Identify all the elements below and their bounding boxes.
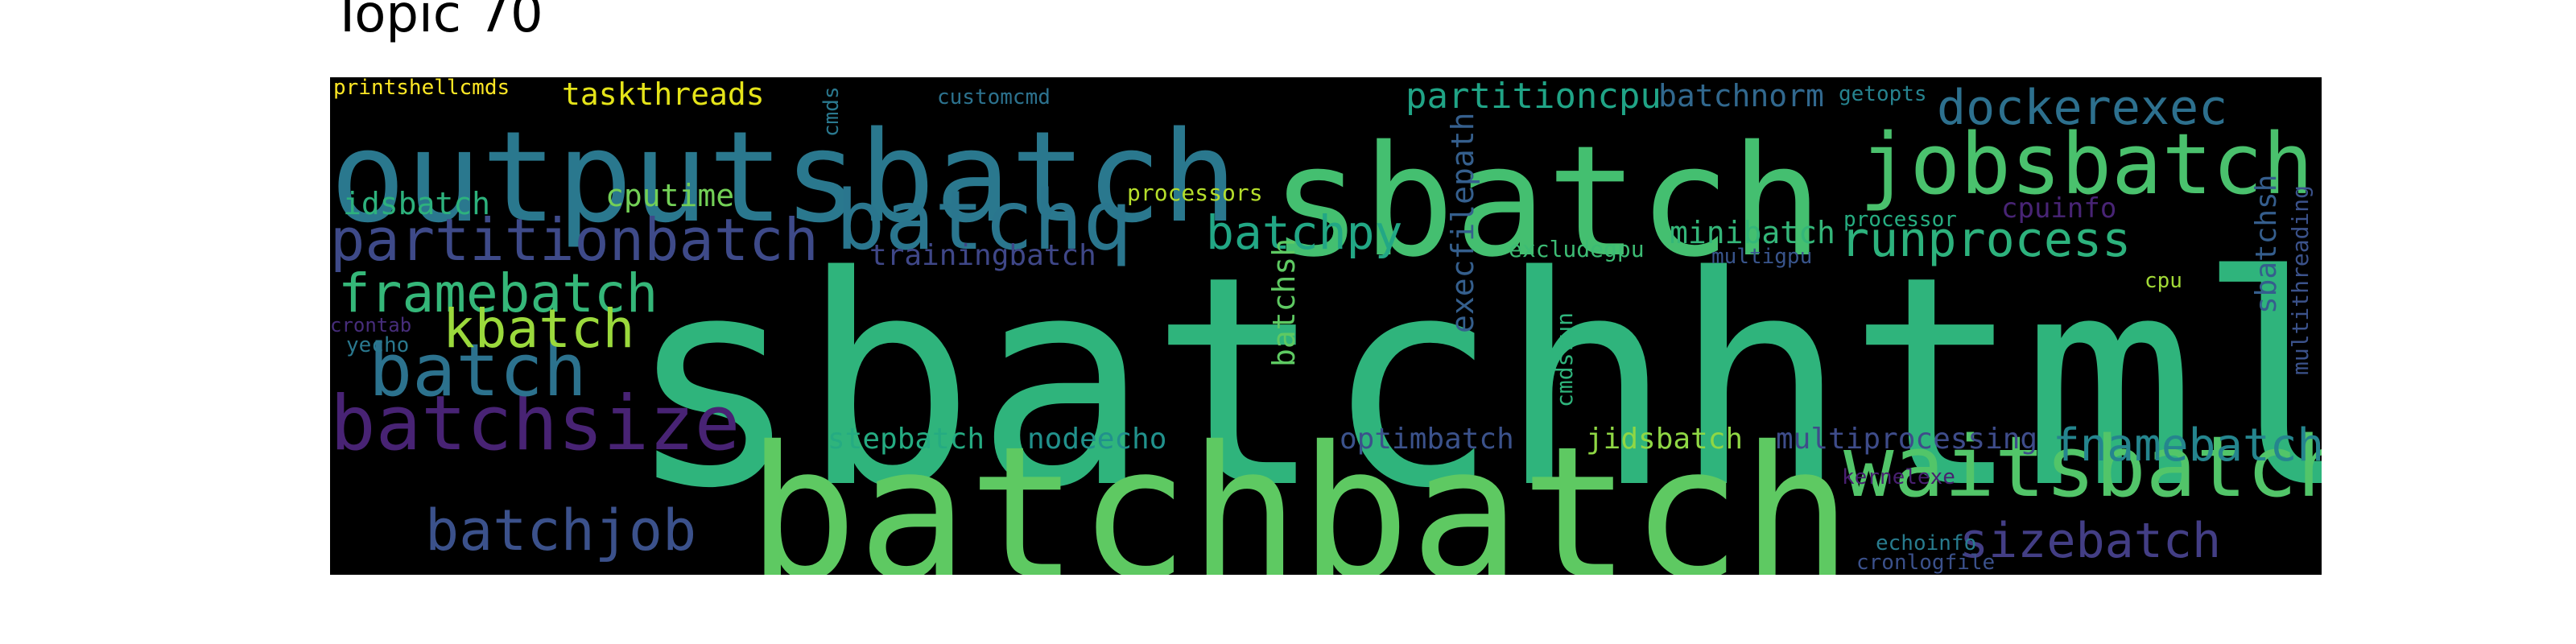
- chart-title: Topic 70: [332, 0, 543, 44]
- cloud-word: processor: [1843, 208, 1957, 232]
- cloud-word: fnamebatch: [2053, 419, 2322, 472]
- cloud-word: crontab: [330, 314, 412, 336]
- cloud-word: multithreading: [2287, 184, 2314, 375]
- cloud-word: batchpy: [1206, 205, 1403, 260]
- cloud-word: cronlogfile: [1856, 551, 1996, 575]
- cloud-word: partitionbatch: [330, 206, 819, 274]
- cloud-word: yecho: [346, 333, 410, 357]
- cloud-word: waitsbatch: [1843, 418, 2322, 516]
- cloud-word: multiprocessing: [1776, 423, 2038, 456]
- cloud-word: batch: [369, 328, 587, 413]
- cloud-word: sbatch: [1270, 113, 1823, 291]
- cloud-word: cputime: [605, 178, 735, 213]
- cloud-word: outputsbatch: [330, 104, 1238, 250]
- cloud-word: optimbatch: [1340, 423, 1514, 456]
- cloud-word: batchq: [836, 173, 1133, 269]
- cloud-word: batchbatch: [747, 407, 1852, 575]
- cloud-word: framebatch: [338, 262, 658, 324]
- cloud-word: printshellcmds: [333, 77, 510, 100]
- cloud-word: partitioncpu: [1406, 77, 1662, 117]
- cloud-word: cmds: [819, 86, 844, 137]
- cloud-word: processors: [1127, 180, 1263, 206]
- cloud-word: taskthreads: [562, 77, 765, 112]
- cloud-word: batchsh: [1266, 237, 1302, 367]
- word-cloud-panel: sbatchhtml batchbatch sbatch outputsbatc…: [330, 77, 2322, 575]
- cloud-word: stepbatch: [828, 423, 985, 456]
- cloud-word: cpuinfo: [2001, 192, 2117, 225]
- cloud-word: runprocess: [1840, 212, 2132, 268]
- cloud-word: batchnorm: [1658, 78, 1824, 114]
- cloud-word: execfilepath: [1445, 112, 1480, 333]
- cloud-word: dockerexec: [1937, 80, 2228, 136]
- cloud-word: cpu: [2145, 269, 2182, 293]
- cloud-word: trainingbatch: [869, 239, 1096, 272]
- cloud-word: sbatchsh: [2250, 174, 2283, 314]
- cloud-word: batchjob: [425, 497, 697, 564]
- cloud-word: batchsize: [330, 380, 741, 468]
- cloud-word: minibatch: [1670, 215, 1835, 250]
- cloud-word: echoinfo: [1876, 531, 1977, 555]
- cloud-word: kernelexe: [1842, 465, 1955, 489]
- cloud-word: jobsbatch: [1860, 115, 2314, 213]
- cloud-word: nodeecho: [1027, 423, 1167, 456]
- cloud-word: getopts: [1839, 82, 1927, 106]
- cloud-word: jidsbatch: [1586, 423, 1744, 456]
- cloud-word: excludegpu: [1509, 236, 1645, 262]
- cloud-word: customcmd: [937, 85, 1051, 109]
- cloud-word: cmdsrun: [1551, 312, 1578, 407]
- cloud-word: multigpu: [1711, 245, 1813, 269]
- cloud-word: sbatchhtml: [626, 214, 2322, 551]
- cloud-word: sizebatch: [1959, 513, 2222, 569]
- cloud-word: kbatch: [443, 298, 635, 360]
- cloud-word: idsbatch: [343, 186, 491, 221]
